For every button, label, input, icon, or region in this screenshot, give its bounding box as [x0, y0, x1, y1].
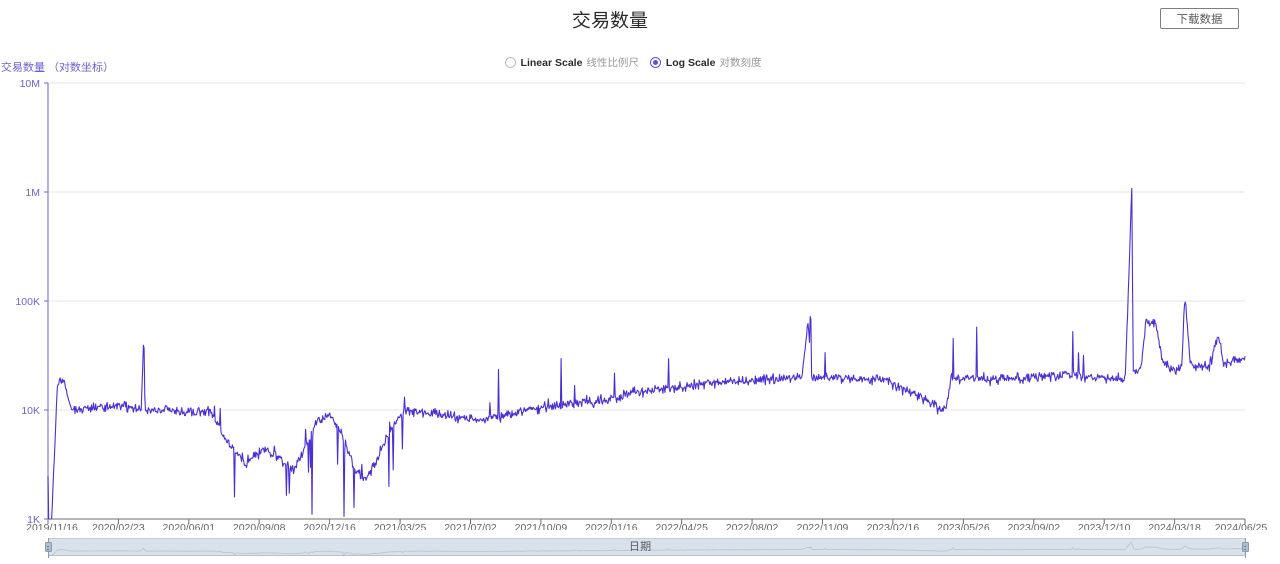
svg-text:2024/03/18: 2024/03/18 — [1148, 522, 1201, 530]
svg-text:100K: 100K — [15, 296, 40, 308]
svg-text:2024/06/25: 2024/06/25 — [1215, 522, 1268, 530]
svg-text:10M: 10M — [20, 78, 40, 90]
svg-text:2020/09/08: 2020/09/08 — [233, 522, 286, 530]
svg-text:2022/04/25: 2022/04/25 — [655, 522, 708, 530]
svg-text:2022/01/16: 2022/01/16 — [585, 522, 638, 530]
svg-text:2023/05/26: 2023/05/26 — [937, 522, 990, 530]
svg-text:2023/02/16: 2023/02/16 — [867, 522, 920, 530]
svg-text:2020/06/01: 2020/06/01 — [163, 522, 216, 530]
svg-text:10K: 10K — [21, 405, 40, 417]
svg-text:2021/07/02: 2021/07/02 — [444, 522, 497, 530]
svg-text:2022/08/02: 2022/08/02 — [726, 522, 779, 530]
svg-text:2021/10/09: 2021/10/09 — [515, 522, 568, 530]
svg-text:2019/11/16: 2019/11/16 — [26, 522, 78, 530]
svg-text:2020/12/16: 2020/12/16 — [303, 522, 356, 530]
svg-text:2023/12/10: 2023/12/10 — [1078, 522, 1131, 530]
svg-text:2020/02/23: 2020/02/23 — [92, 522, 145, 530]
svg-text:2021/03/25: 2021/03/25 — [374, 522, 427, 530]
svg-text:1M: 1M — [25, 187, 40, 199]
svg-text:2023/09/02: 2023/09/02 — [1008, 522, 1061, 530]
svg-text:2022/11/09: 2022/11/09 — [797, 522, 849, 530]
